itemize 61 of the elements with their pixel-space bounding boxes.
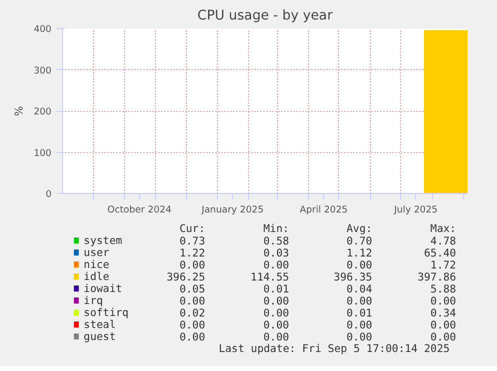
x-tick-label: April 2025: [300, 204, 348, 216]
text: 0.00: [263, 306, 290, 320]
text: Max:: [430, 222, 456, 235]
legend-label: softirq: [84, 306, 129, 319]
legend-label: steal: [84, 318, 116, 331]
text: 0.00: [263, 318, 290, 332]
text: Cur:: [179, 222, 206, 235]
text: Last update: Fri Sep 5 17:00:14 2025: [218, 342, 450, 355]
text: 0.03: [263, 246, 290, 260]
text: 0.00: [346, 258, 372, 272]
text: 0.58: [263, 234, 290, 248]
text: 0.73: [179, 234, 206, 248]
legend-label: idle: [84, 270, 110, 283]
x-tick-label: July 2025: [393, 204, 438, 216]
text: 0.00: [179, 258, 206, 272]
y-tick-label: 200: [34, 106, 52, 118]
y-axis-title: %: [12, 106, 26, 116]
text: 396.35: [334, 270, 372, 284]
y-tick-label: 100: [34, 148, 52, 159]
text: 0.00: [430, 330, 456, 344]
legend-label: nice: [84, 258, 110, 271]
y-tick-label: 300: [34, 65, 52, 76]
text: Min:: [263, 222, 290, 235]
legend-label: guest: [84, 330, 116, 343]
text: 0.01: [346, 306, 372, 320]
text: 397.86: [418, 270, 456, 284]
text: 0.00: [179, 318, 206, 332]
text: 114.55: [250, 270, 290, 284]
text: 65.40: [424, 246, 456, 260]
text: 0.00: [346, 318, 372, 332]
text: 0.34: [430, 306, 456, 320]
text: 0.00: [430, 294, 456, 308]
x-tick-label: January 2025: [200, 204, 264, 216]
text: 0.00: [263, 330, 290, 344]
text: 0.00: [263, 258, 290, 272]
text: 5.88: [430, 282, 456, 296]
text: 0.04: [346, 282, 372, 296]
legend-label: user: [84, 246, 110, 259]
text: Avg:: [346, 222, 372, 235]
y-tick-label: 400: [34, 24, 52, 35]
text: 0.00: [430, 318, 456, 332]
text: 1.72: [430, 258, 456, 272]
text: 0.00: [179, 294, 206, 308]
text: 0.02: [179, 306, 206, 320]
y-tick-label: 0: [46, 189, 52, 200]
text: 0.00: [263, 294, 290, 308]
text: 0.01: [263, 282, 290, 296]
legend-label: system: [84, 234, 122, 247]
text: 0.00: [179, 330, 206, 344]
text: 1.12: [346, 246, 372, 260]
x-tick-label: October 2024: [107, 204, 172, 216]
text: 0.70: [346, 234, 372, 248]
legend-label: irq: [84, 294, 103, 307]
text: 0.00: [346, 294, 372, 308]
legend-label: iowait: [84, 282, 122, 295]
text: 0.00: [346, 330, 372, 344]
text: 1.22: [179, 246, 206, 260]
text: 4.78: [430, 234, 456, 248]
text: 396.25: [166, 270, 206, 284]
chart-title: CPU usage - by year: [197, 8, 334, 24]
text: 0.05: [179, 282, 206, 296]
